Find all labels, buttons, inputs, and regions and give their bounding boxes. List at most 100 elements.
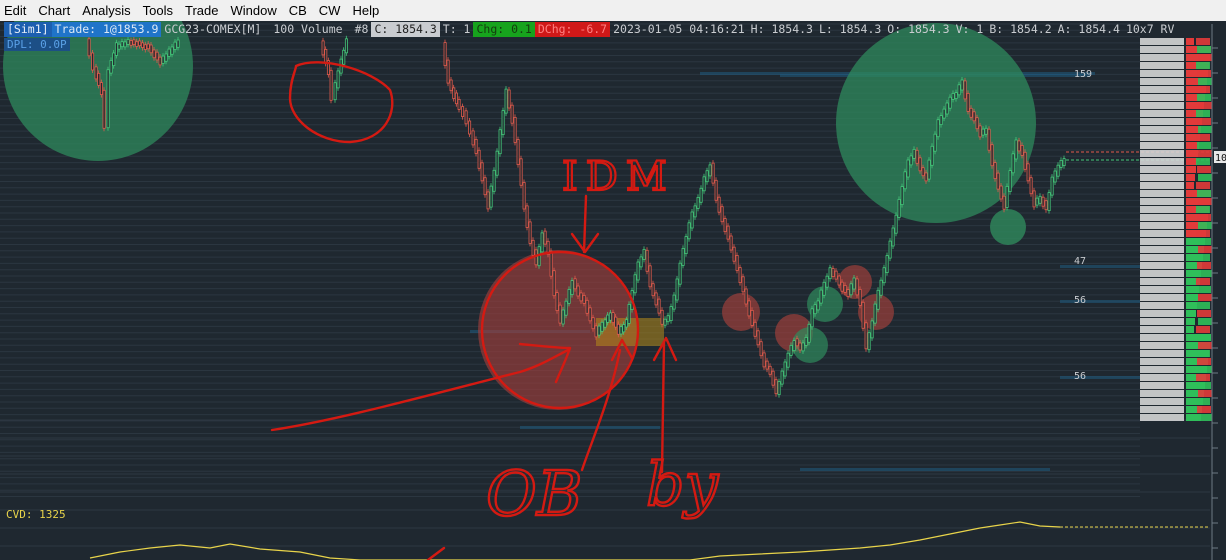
candle-body — [1050, 176, 1054, 196]
candle-body — [480, 162, 484, 182]
menu-edit[interactable]: Edit — [4, 3, 27, 18]
ladder-bid-cell — [1140, 38, 1184, 45]
candle-body — [657, 298, 661, 314]
candle-body — [446, 59, 450, 84]
ladder-bid-cell — [1140, 230, 1184, 237]
ladder-delta-cell — [1198, 342, 1212, 349]
candle-body — [525, 205, 529, 228]
bid-price: B: 1854.2 — [989, 22, 1052, 36]
ladder-bid-cell — [1140, 102, 1184, 109]
candle-body — [963, 80, 967, 100]
ladder-delta-cell — [1197, 334, 1211, 341]
candle-body — [123, 41, 127, 48]
ladder-bid-cell — [1140, 198, 1184, 205]
candle-body — [873, 303, 877, 324]
ladder-ask-cell — [1186, 286, 1199, 293]
menu-trade[interactable]: Trade — [184, 3, 219, 18]
ladder-bid-cell — [1140, 342, 1184, 349]
candle-body — [846, 289, 850, 298]
candle-body — [747, 300, 751, 317]
price-chart-canvas[interactable]: IDM OB by 159 47 56 56 10 — [0, 21, 1226, 560]
menu-chart[interactable]: Chart — [38, 3, 71, 18]
candle-body — [939, 115, 943, 125]
ladder-label: 159 — [1074, 69, 1092, 80]
candle-body — [155, 51, 159, 61]
candle-body — [927, 159, 931, 180]
candle-body — [888, 240, 892, 259]
symbol-label: GCG23-COMEX[M] — [164, 22, 262, 36]
ladder-bid-cell — [1140, 374, 1184, 381]
candle-body — [501, 110, 505, 135]
candle-body — [891, 227, 895, 247]
candle-body — [690, 211, 694, 229]
candle-body — [336, 70, 340, 89]
close-price: C: 1854.3 — [371, 22, 440, 37]
ladder-ask-cell — [1186, 158, 1197, 165]
menu-window[interactable]: Window — [230, 3, 277, 18]
menu-help[interactable]: Help — [352, 3, 380, 18]
volume-level-bar — [800, 468, 1050, 471]
candle-body — [696, 196, 700, 209]
menu-analysis[interactable]: Analysis — [82, 3, 131, 18]
candle-body — [807, 323, 811, 343]
ladder-bid-cell — [1140, 54, 1184, 61]
volume-level-bar — [1060, 376, 1140, 379]
sim-account-tag[interactable]: [Sim1] — [4, 22, 52, 37]
ob-pointer-head — [610, 338, 634, 362]
candle-body — [885, 255, 889, 274]
candle-body — [801, 342, 805, 352]
candle-body — [627, 303, 631, 324]
candle-body — [1032, 190, 1036, 208]
ladder-bid-cell — [1140, 390, 1184, 397]
ladder-delta-cell — [1197, 406, 1211, 413]
ladder-ask-cell — [1186, 366, 1207, 373]
candle-body — [735, 254, 739, 271]
ladder-bid-cell — [1140, 166, 1184, 173]
menu-cb[interactable]: CB — [288, 3, 307, 18]
candle-body — [948, 96, 952, 109]
candle-body — [774, 379, 778, 395]
menu-cw[interactable]: CW — [318, 3, 341, 18]
ladder-bid-cell — [1140, 86, 1184, 93]
ladder-bid-cell — [1140, 406, 1184, 413]
candle-body — [489, 185, 493, 208]
arrow-shaft — [270, 348, 570, 432]
candle-body — [744, 288, 748, 305]
candle-body — [879, 279, 883, 296]
candle-body — [984, 127, 988, 135]
candle-body — [329, 69, 333, 101]
candle-body — [765, 360, 769, 370]
menu-bar: Edit Chart Analysis Tools Trade Window C… — [0, 0, 1226, 21]
ladder-ask-cell — [1186, 110, 1203, 117]
candle-body — [777, 381, 781, 396]
ladder-bid-cell — [1140, 222, 1184, 229]
ladder-bid-cell — [1140, 326, 1184, 333]
candle-body — [810, 308, 814, 328]
candle-body — [723, 218, 727, 233]
candle-body — [1017, 140, 1021, 152]
candle-body — [897, 198, 901, 218]
candle-body — [1056, 164, 1060, 177]
candle-body — [951, 93, 955, 100]
ladder-delta-cell — [1196, 254, 1210, 261]
candle-body — [495, 150, 499, 176]
ob-pointer-line — [580, 348, 622, 472]
ladder-ask-cell — [1186, 94, 1205, 101]
ladder-label: 47 — [1074, 256, 1086, 267]
ladder-bid-cell — [1140, 358, 1184, 365]
candle-body — [957, 84, 961, 96]
ladder-ask-cell — [1186, 78, 1207, 85]
candle-body — [759, 341, 763, 357]
ladder-ask-cell — [1186, 278, 1200, 285]
candle-body — [141, 42, 145, 48]
candle-body — [99, 82, 103, 95]
candle-body — [648, 265, 652, 288]
menu-tools[interactable]: Tools — [142, 3, 173, 18]
candle-body — [1029, 177, 1033, 195]
candle-body — [741, 276, 745, 293]
candle-body — [672, 294, 676, 310]
ladder-delta-cell — [1197, 70, 1211, 77]
candle-body — [1062, 158, 1066, 167]
ladder-ask-cell — [1186, 302, 1197, 309]
candle-body — [567, 288, 571, 304]
